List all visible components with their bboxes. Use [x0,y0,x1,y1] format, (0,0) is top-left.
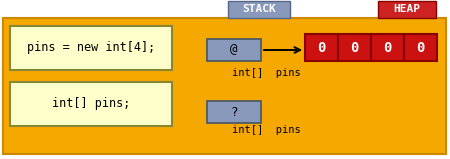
Bar [207,101,261,123]
Text: 0: 0 [383,41,392,55]
Text: @: @ [230,44,238,56]
Bar [404,34,437,61]
Bar [10,82,172,126]
Text: pins = new int[4];: pins = new int[4]; [27,41,155,55]
Text: int[] pins;: int[] pins; [52,97,130,111]
Bar [338,34,371,61]
Bar [3,18,446,154]
Text: STACK: STACK [242,4,276,14]
Text: 0: 0 [317,41,326,55]
Bar [10,26,172,70]
Text: int[]  pins: int[] pins [232,68,301,78]
Bar [207,39,261,61]
Bar [228,1,290,18]
Text: 0: 0 [416,41,425,55]
Text: ?: ? [230,106,238,118]
Bar [305,34,338,61]
Bar [378,1,436,18]
Bar [371,34,404,61]
Text: int[]  pins: int[] pins [232,125,301,135]
Text: 0: 0 [350,41,359,55]
Text: HEAP: HEAP [393,4,420,14]
